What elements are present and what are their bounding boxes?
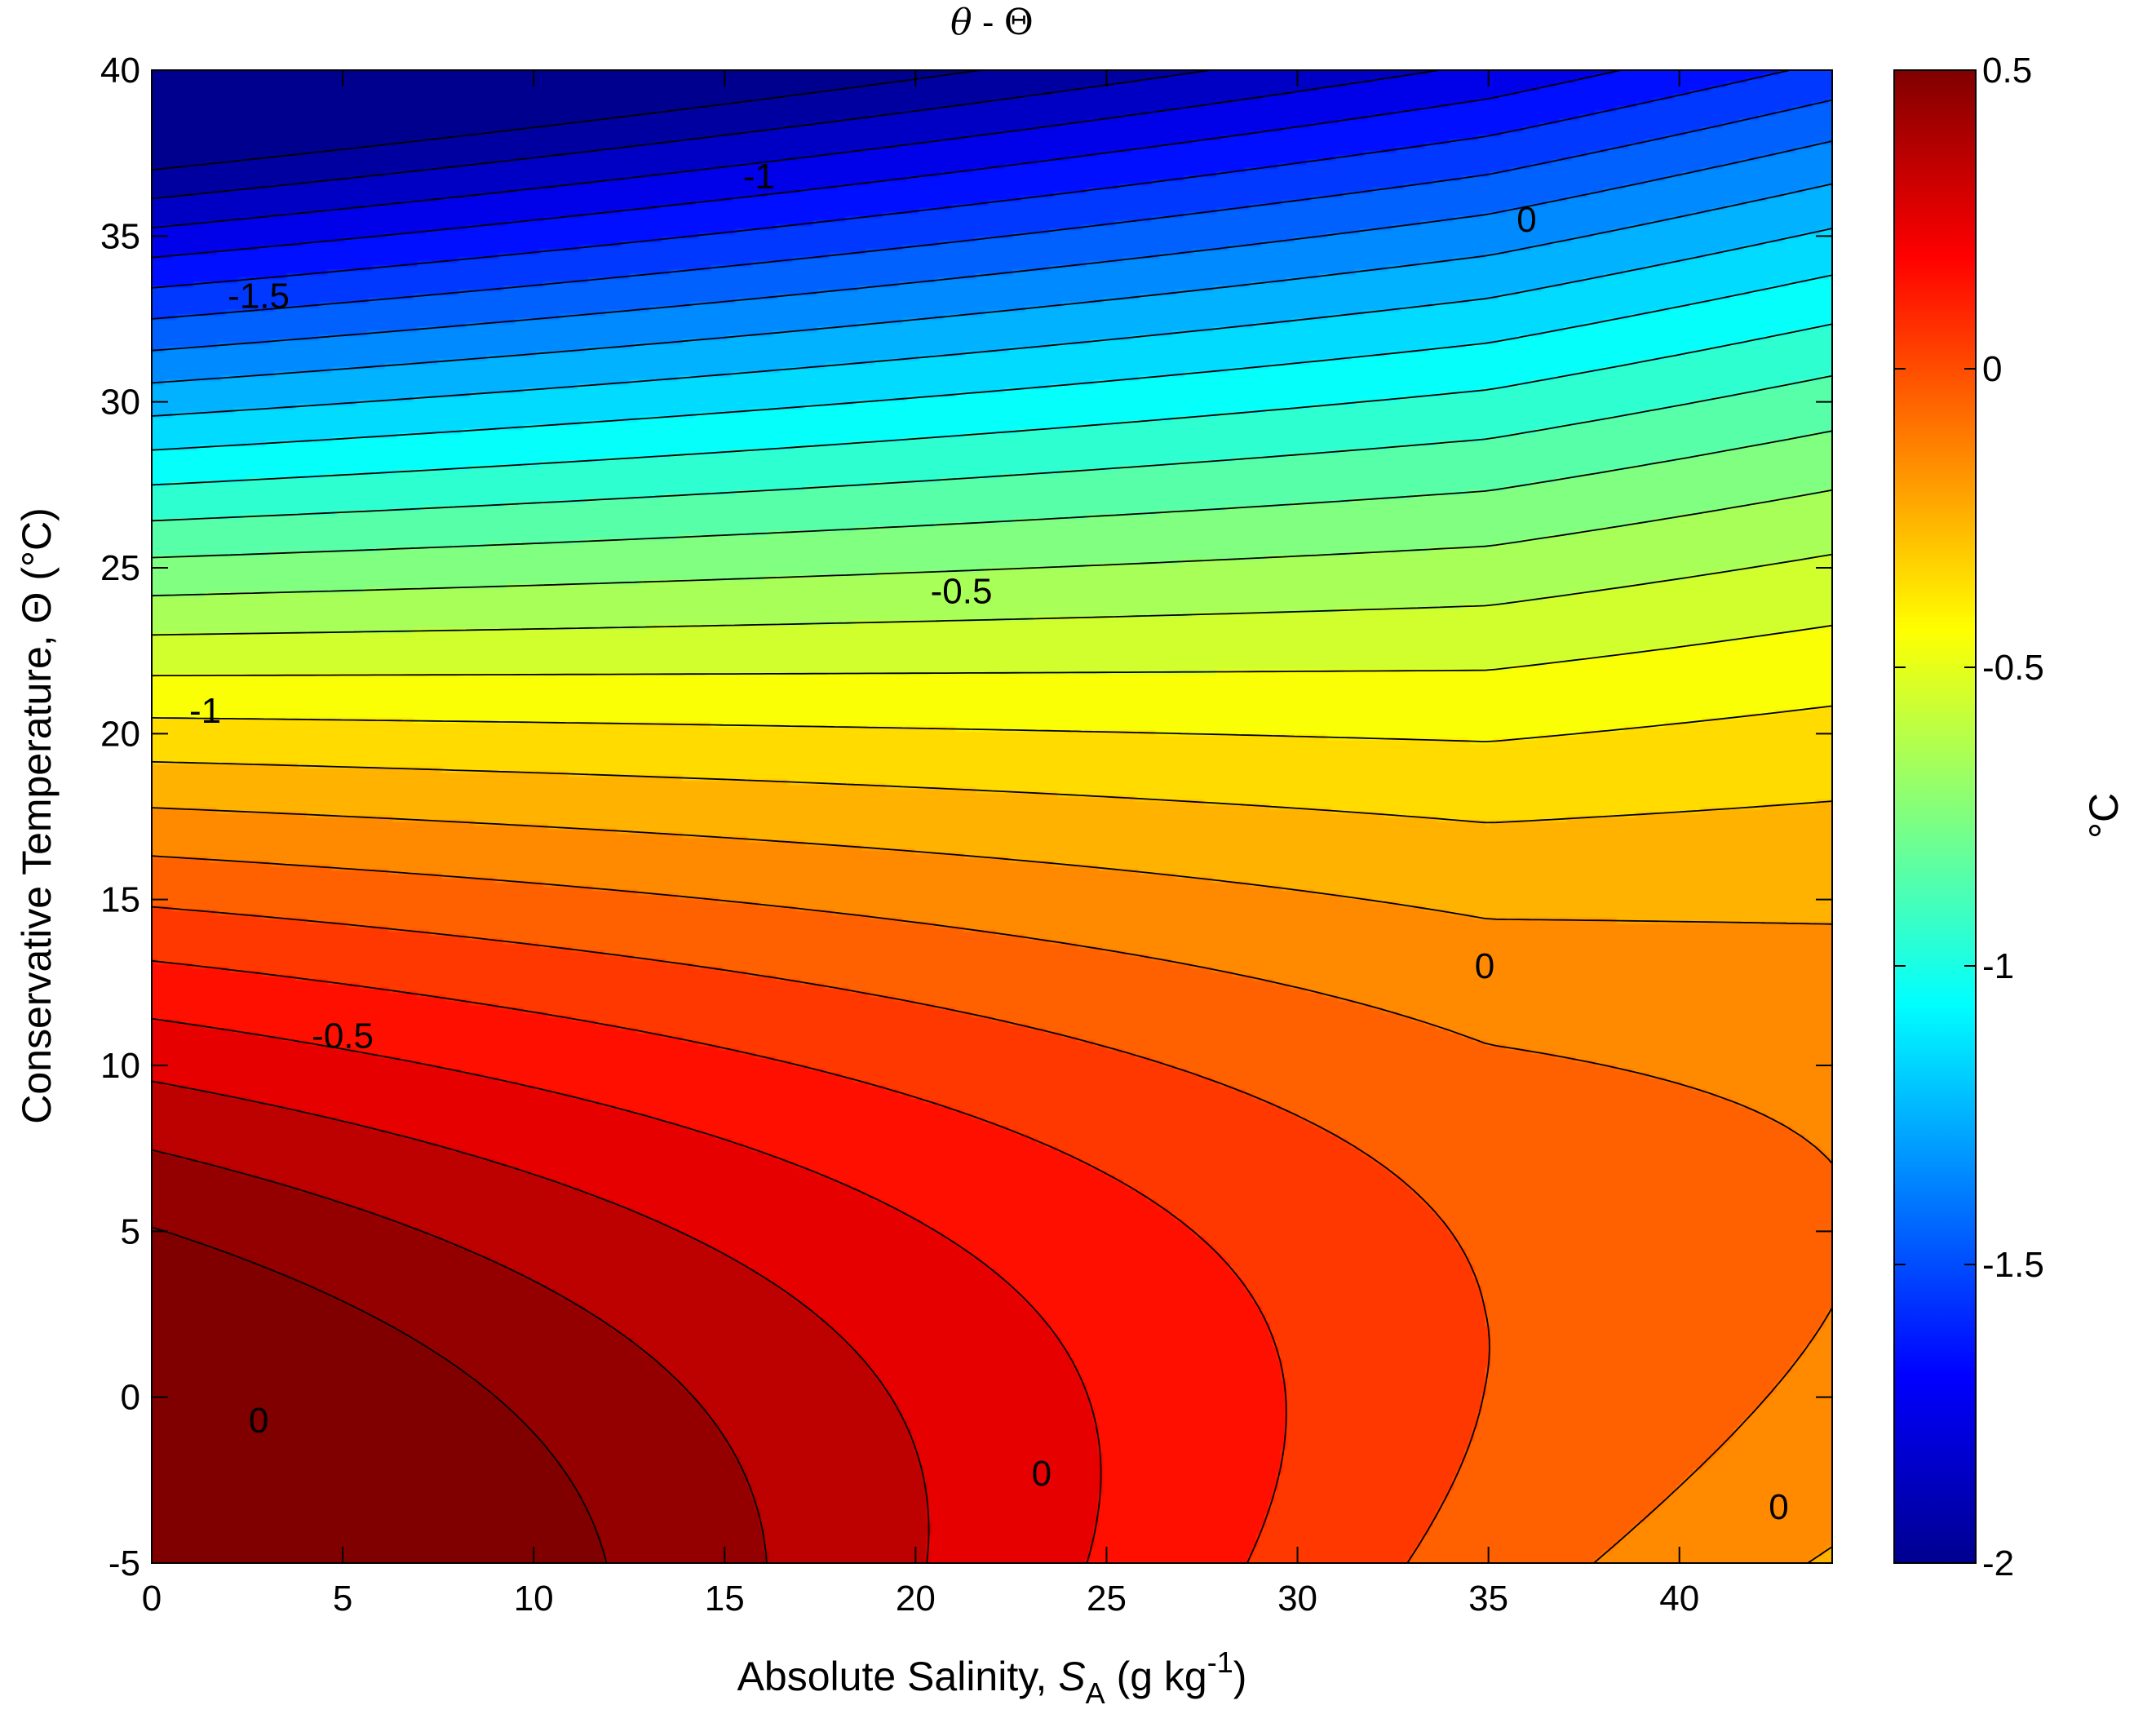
contour-lines bbox=[152, 70, 1832, 1563]
contour-line bbox=[152, 70, 1211, 200]
contour-label: 0 bbox=[1769, 1487, 1788, 1527]
x-axis-label: Absolute Salinity, SA (g kg-1) bbox=[737, 1645, 1247, 1710]
x-axis-ticks: 0 5 10 15 20 25 30 35 40 bbox=[142, 70, 1699, 1619]
contour-label: 0 bbox=[1516, 200, 1536, 240]
y-tick-label: 35 bbox=[100, 216, 140, 256]
xlabel-superscript: -1 bbox=[1207, 1645, 1233, 1679]
contour-line bbox=[152, 489, 1832, 597]
contour-line bbox=[152, 274, 1832, 451]
plot-frame bbox=[151, 69, 1833, 1564]
title-theta: θ bbox=[950, 2, 972, 43]
contour-line bbox=[152, 855, 1832, 1563]
contour-line bbox=[152, 1226, 608, 1563]
y-axis-ticks: -5 0 5 10 15 20 25 30 35 40 bbox=[100, 51, 1832, 1583]
x-tick-label: 25 bbox=[1087, 1579, 1127, 1619]
contour-line bbox=[152, 1080, 930, 1563]
contour-labels: -1.5 -1 -1 -0.5 -0.5 0 0 0 0 0 bbox=[189, 157, 1789, 1527]
y-tick-label: 20 bbox=[100, 714, 140, 754]
y-tick-label: 30 bbox=[100, 383, 140, 423]
x-tick-label: 30 bbox=[1277, 1579, 1317, 1619]
x-tick-label: 15 bbox=[705, 1579, 745, 1619]
xlabel-unit-open: (g kg bbox=[1105, 1654, 1207, 1699]
contour-line bbox=[152, 70, 1440, 229]
contour-label: -1.5 bbox=[228, 277, 290, 317]
y-tick-label: 40 bbox=[100, 51, 140, 91]
y-axis-label: Conservative Temperature, Θ (°C) bbox=[14, 507, 60, 1123]
colorbar-tick-label: -1.5 bbox=[1982, 1245, 2044, 1285]
colorbar-tick-label: -0.5 bbox=[1982, 648, 2044, 688]
y-tick-label: 0 bbox=[121, 1378, 140, 1418]
contour-line bbox=[152, 323, 1832, 486]
contour-label: -0.5 bbox=[312, 1016, 374, 1056]
contour-line bbox=[152, 70, 1622, 259]
colorbar-frame bbox=[1893, 69, 1977, 1564]
xlabel-main: Absolute Salinity, bbox=[737, 1654, 1059, 1699]
contour-line bbox=[152, 959, 1287, 1563]
colorbar-tick-label: -2 bbox=[1982, 1543, 2014, 1583]
x-tick-label: 40 bbox=[1659, 1579, 1699, 1619]
contour-label: 0 bbox=[249, 1401, 268, 1441]
contour-label: -1 bbox=[743, 157, 775, 197]
contour-line bbox=[152, 1149, 768, 1563]
contour-line bbox=[152, 183, 1832, 384]
plot-area: -1.5 -1 -1 -0.5 -0.5 0 0 0 0 0 0 5 10 15 20 25 30 35 40 -… bbox=[100, 51, 1833, 1619]
xlabel-symbol: S bbox=[1058, 1654, 1085, 1699]
x-tick-label: 35 bbox=[1468, 1579, 1508, 1619]
contour-label: -0.5 bbox=[931, 571, 993, 611]
contour-line bbox=[152, 705, 1832, 742]
contour-line bbox=[152, 70, 981, 171]
contour-line bbox=[152, 553, 1832, 636]
contour-line bbox=[152, 374, 1832, 522]
contour-line bbox=[152, 906, 1490, 1563]
filled-contour-field bbox=[152, 70, 1832, 1563]
y-tick-label: 15 bbox=[100, 880, 140, 920]
colorbar: -2 -1.5 -1 -0.5 0 0.5 °C bbox=[1893, 51, 2127, 1583]
title-minus: - bbox=[972, 2, 1004, 42]
colorbar-ticks: -2 -1.5 -1 -0.5 0 0.5 bbox=[1894, 51, 2044, 1583]
contour-line bbox=[152, 624, 1832, 677]
x-tick-label: 10 bbox=[514, 1579, 554, 1619]
y-tick-label: 10 bbox=[100, 1046, 140, 1086]
y-tick-label: -5 bbox=[108, 1543, 140, 1583]
contour-label: -1 bbox=[189, 691, 221, 731]
colorbar-tick-label: -1 bbox=[1982, 946, 2014, 986]
x-tick-label: 5 bbox=[333, 1579, 352, 1619]
colorbar-label: °C bbox=[2081, 793, 2127, 839]
x-tick-label: 20 bbox=[896, 1579, 936, 1619]
contour-line bbox=[152, 430, 1832, 559]
xlabel-subscript: A bbox=[1086, 1676, 1105, 1710]
contour-line bbox=[152, 140, 1832, 352]
contour-line bbox=[152, 1017, 1102, 1563]
contour-line bbox=[152, 70, 1791, 289]
x-tick-label: 0 bbox=[142, 1579, 162, 1619]
contour-line bbox=[152, 760, 1832, 824]
contour-line bbox=[152, 99, 1832, 320]
title-big-theta: Θ bbox=[1004, 2, 1034, 43]
chart-title: θ - Θ bbox=[950, 2, 1034, 43]
contour-label: 0 bbox=[1475, 946, 1494, 986]
contour-label: 0 bbox=[1032, 1454, 1052, 1494]
contour-line bbox=[152, 228, 1832, 417]
y-tick-label: 25 bbox=[100, 548, 140, 588]
colorbar-tick-label: 0 bbox=[1982, 349, 2002, 389]
colorbar-gradient bbox=[1894, 70, 1976, 1563]
colorbar-tick-label: 0.5 bbox=[1982, 51, 2032, 91]
y-tick-label: 5 bbox=[121, 1211, 140, 1251]
xlabel-unit-close: ) bbox=[1233, 1654, 1247, 1699]
